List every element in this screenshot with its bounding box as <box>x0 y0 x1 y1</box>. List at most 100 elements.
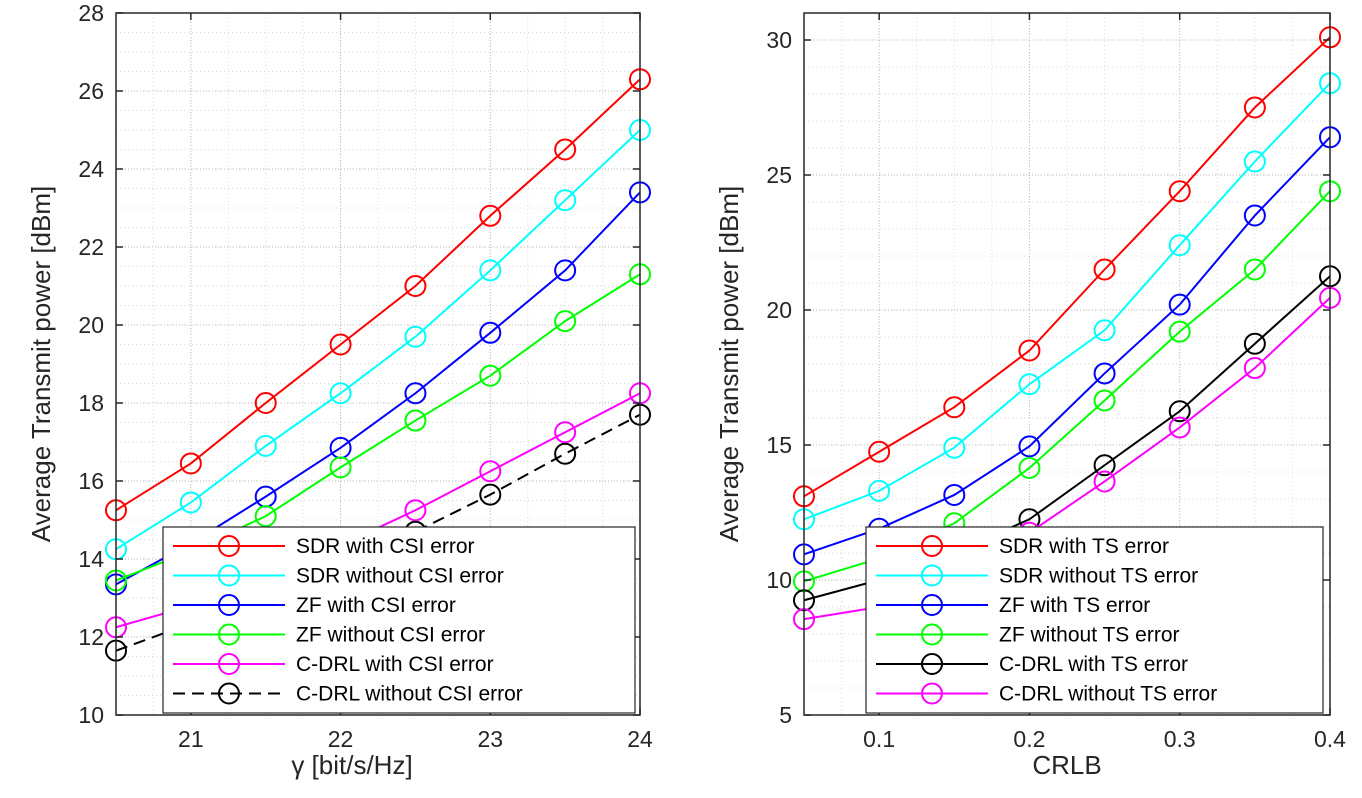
y-tick-label: 14 <box>78 546 104 572</box>
y-tick-label: 20 <box>766 297 792 323</box>
x-tick-label: 22 <box>328 726 354 752</box>
legend-entry: C-DRL with TS error <box>999 653 1188 676</box>
legend-box <box>162 526 636 714</box>
data-point <box>1243 258 1266 281</box>
data-point <box>1243 150 1266 173</box>
data-point <box>479 259 502 282</box>
data-point <box>329 382 352 405</box>
legend-entry: SDR with TS error <box>999 535 1169 558</box>
legend-entry: C-DRL with CSI error <box>296 653 494 676</box>
legend-entry: ZF with TS error <box>999 594 1150 617</box>
data-point <box>329 333 352 356</box>
data-point <box>479 483 502 506</box>
data-point <box>1168 180 1191 203</box>
x-tick-label: 0.2 <box>1013 726 1045 752</box>
data-point <box>404 325 427 348</box>
data-point <box>1018 339 1041 362</box>
data-point <box>254 505 277 528</box>
data-point <box>1243 332 1266 355</box>
data-point <box>1018 435 1041 458</box>
y-tick-label: 20 <box>78 312 104 338</box>
axes-box <box>115 12 641 716</box>
legend-marker <box>218 535 240 557</box>
legend-marker <box>218 653 240 675</box>
legend-marker <box>921 653 943 675</box>
data-point <box>1093 454 1116 477</box>
data-point <box>1168 320 1191 343</box>
data-point <box>868 479 891 502</box>
data-point <box>479 204 502 227</box>
legend: SDR with TS error SDR without TS error ZF … <box>865 526 1324 714</box>
legend-marker <box>921 594 943 616</box>
y-axis-label: Average Transmit power [dBm] <box>26 186 56 542</box>
chart-1: 21 22 23 24 10 12 14 16 18 20 22 24 26 28 Average Tran… <box>26 0 653 780</box>
data-point <box>554 310 577 333</box>
x-tick-label: 24 <box>627 726 653 752</box>
series-line <box>803 36 1331 498</box>
series-3 <box>793 126 1341 566</box>
legend-marker <box>218 564 240 587</box>
data-point <box>1168 293 1191 316</box>
series-line <box>115 78 641 512</box>
data-point <box>1168 234 1191 257</box>
legend-entry: ZF with CSI error <box>296 594 456 617</box>
x-axis-label: γ [bit/s/Hz] <box>291 750 412 780</box>
legend-entry: SDR without TS error <box>999 565 1198 588</box>
legend-entry: ZF without TS error <box>999 624 1180 647</box>
data-point <box>1093 319 1116 342</box>
data-point <box>479 364 502 387</box>
y-tick-label: 10 <box>78 702 104 728</box>
legend-entry: C-DRL without CSI error <box>296 683 523 706</box>
legend-marker <box>921 564 943 587</box>
data-point <box>254 392 277 414</box>
legend: SDR with CSI error SDR without CSI error Z… <box>162 526 636 714</box>
y-tick-label: 12 <box>78 624 104 650</box>
data-point <box>1018 373 1041 396</box>
data-point <box>868 440 891 463</box>
y-tick-label: 24 <box>78 156 104 182</box>
data-point <box>943 483 966 506</box>
x-tick-label: 23 <box>477 726 503 752</box>
series-line <box>803 136 1331 556</box>
data-point <box>404 382 427 405</box>
data-point <box>943 396 966 419</box>
data-point <box>554 138 577 161</box>
data-point <box>1243 357 1266 380</box>
legend-entry: SDR with CSI error <box>296 535 475 558</box>
legend-marker <box>218 682 240 705</box>
legend-entry: ZF without CSI error <box>296 624 485 647</box>
x-tick-label: 0.1 <box>863 726 895 752</box>
series-1 <box>793 26 1341 508</box>
y-tick-label: 25 <box>766 162 792 188</box>
data-point <box>479 460 502 483</box>
y-tick-label: 26 <box>78 78 104 104</box>
x-tick-label: 21 <box>178 726 204 752</box>
data-point <box>404 409 427 432</box>
data-point <box>1093 389 1116 412</box>
legend-marker <box>921 623 943 646</box>
legend-marker <box>218 623 240 646</box>
data-point <box>1093 258 1116 281</box>
data-point <box>554 189 577 212</box>
series-line <box>803 82 1331 521</box>
data-point <box>1093 470 1116 493</box>
y-tick-label: 16 <box>78 468 104 494</box>
series-line <box>115 413 641 652</box>
data-point <box>554 442 577 465</box>
legend-marker <box>921 535 943 557</box>
data-point <box>254 434 277 457</box>
legend-marker <box>218 594 240 616</box>
axes-box <box>803 12 1331 716</box>
y-tick-label: 5 <box>779 702 792 728</box>
data-point <box>554 421 577 444</box>
data-point <box>479 321 502 344</box>
data-point <box>404 275 427 297</box>
legend-marker <box>921 682 943 705</box>
y-axis-label: Average Transmit power [dBm] <box>714 186 744 542</box>
y-tick-label: 15 <box>766 432 792 458</box>
data-point <box>404 499 427 522</box>
data-point <box>554 259 577 282</box>
data-point <box>1093 362 1116 385</box>
data-point <box>1243 96 1266 119</box>
